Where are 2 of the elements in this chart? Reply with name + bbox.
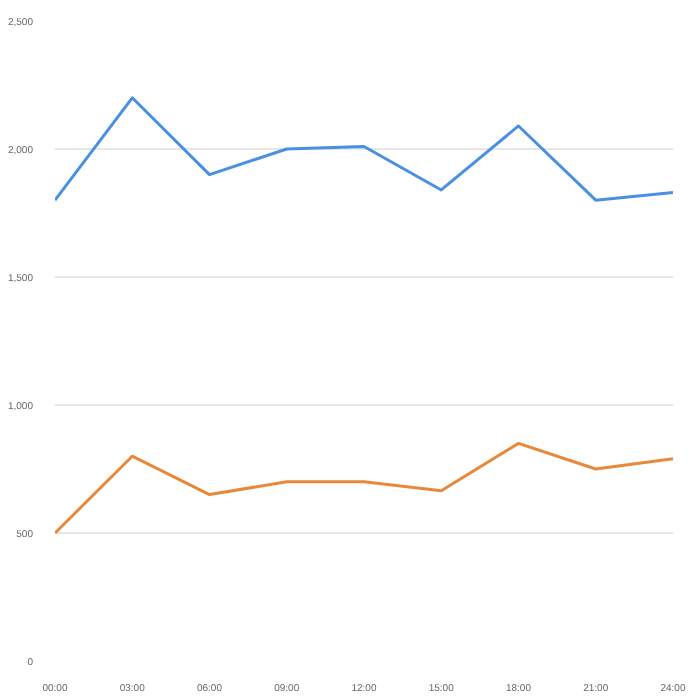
line-series [55,96,673,202]
line-series [55,441,673,535]
